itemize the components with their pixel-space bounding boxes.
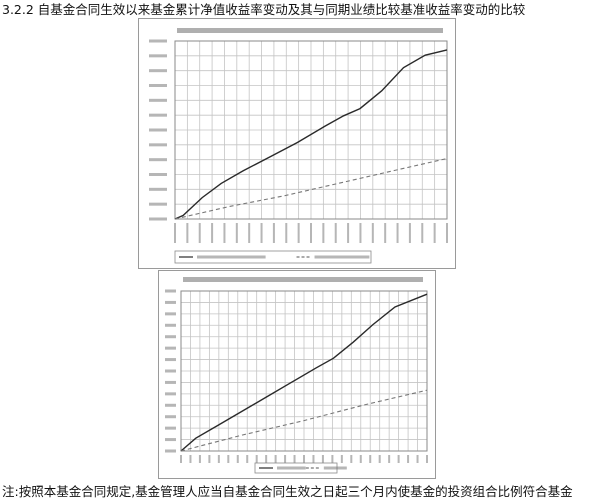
chart-1-ytick-smudge xyxy=(149,99,167,102)
chart-2-ytick-smudge xyxy=(165,312,176,315)
chart-1-xtick-smudge xyxy=(322,223,324,243)
chart-2-ytick-smudge xyxy=(165,404,176,407)
chart-2-xtick-smudge xyxy=(417,455,419,463)
chart-1-xtick-smudge xyxy=(446,223,448,243)
chart-2-xtick-smudge xyxy=(398,455,400,463)
chart-2-ytick-smudge xyxy=(165,427,176,430)
chart-2-xtick-smudge xyxy=(312,455,314,463)
chart-1-xtick-smudge xyxy=(372,223,374,243)
cumulative-return-chart-2 xyxy=(158,270,436,479)
chart-1-title-smudge xyxy=(177,28,443,33)
chart-1-ytick-smudge xyxy=(149,173,167,176)
chart-2-xtick-smudge xyxy=(303,455,305,463)
chart-2-ytick-smudge xyxy=(165,324,176,327)
chart-1-legend-text-smudge xyxy=(197,256,266,259)
chart-1-xtick-smudge xyxy=(384,223,386,243)
chart-1-xtick-smudge xyxy=(211,223,213,243)
chart-1-ytick-smudge xyxy=(149,69,167,72)
chart-1-legend-text-smudge xyxy=(315,256,370,259)
chart-2-xtick-smudge xyxy=(379,455,381,463)
chart-1-ytick-smudge xyxy=(149,218,167,221)
chart-2-xtick-smudge xyxy=(341,455,343,463)
chart-2-xtick-smudge xyxy=(218,455,220,463)
chart-1-xtick-smudge xyxy=(409,223,411,243)
chart-1-ytick-smudge xyxy=(149,84,167,87)
chart-2-xtick-smudge xyxy=(331,455,333,463)
chart-2-legend-text-smudge xyxy=(277,467,306,470)
chart-2-xtick-smudge xyxy=(407,455,409,463)
chart-2-xtick-smudge xyxy=(208,455,210,463)
chart-2-xtick-smudge xyxy=(275,455,277,463)
chart-1-svg xyxy=(139,19,455,268)
chart-2-legend-text-smudge xyxy=(324,467,347,470)
chart-2-xtick-smudge xyxy=(180,455,182,463)
chart-1-xtick-smudge xyxy=(261,223,263,243)
chart-1-ytick-smudge xyxy=(149,203,167,206)
chart-1-xtick-smudge xyxy=(174,223,176,243)
section-heading: 3.2.2 自基金合同生效以来基金累计净值收益率变动及其与同期业绩比较基准收益率… xyxy=(2,2,525,17)
chart-2-ytick-smudge xyxy=(165,335,176,338)
chart-1-ytick-smudge xyxy=(149,40,167,43)
chart-2-ytick-smudge xyxy=(165,301,176,304)
chart-1-ytick-smudge xyxy=(149,129,167,132)
chart-2-svg xyxy=(159,271,435,478)
chart-2-ytick-smudge xyxy=(165,415,176,418)
chart-2-ytick-smudge xyxy=(165,438,176,441)
chart-1-xtick-smudge xyxy=(397,223,399,243)
chart-1-xtick-smudge xyxy=(236,223,238,243)
chart-1-xtick-smudge xyxy=(223,223,225,243)
chart-2-xtick-smudge xyxy=(322,455,324,463)
chart-1-xtick-smudge xyxy=(273,223,275,243)
chart-1-xtick-smudge xyxy=(335,223,337,243)
chart-1-ytick-smudge xyxy=(149,114,167,117)
chart-2-xtick-smudge xyxy=(350,455,352,463)
chart-2-xtick-smudge xyxy=(246,455,248,463)
chart-1-xtick-smudge xyxy=(248,223,250,243)
chart-2-ytick-smudge xyxy=(165,358,176,361)
chart-2-xtick-smudge xyxy=(237,455,239,463)
chart-1-ytick-smudge xyxy=(149,188,167,191)
cumulative-return-chart-1 xyxy=(138,18,456,269)
chart-2-ytick-smudge xyxy=(165,347,176,350)
chart-2-ytick-smudge xyxy=(165,370,176,373)
chart-1-xtick-smudge xyxy=(285,223,287,243)
chart-2-xtick-smudge xyxy=(284,455,286,463)
chart-1-ytick-smudge xyxy=(149,158,167,161)
chart-1-ytick-smudge xyxy=(149,54,167,57)
chart-2-xtick-smudge xyxy=(294,455,296,463)
chart-2-xtick-smudge xyxy=(227,455,229,463)
chart-2-ytick-smudge xyxy=(165,392,176,395)
chart-2-xtick-smudge xyxy=(426,455,428,463)
chart-1-xtick-smudge xyxy=(310,223,312,243)
chart-2-xtick-smudge xyxy=(388,455,390,463)
chart-1-xtick-smudge xyxy=(186,223,188,243)
chart-2-xtick-smudge xyxy=(265,455,267,463)
chart-2-xtick-smudge xyxy=(199,455,201,463)
chart-1-xtick-smudge xyxy=(434,223,436,243)
chart-2-title-smudge xyxy=(183,277,423,282)
chart-1-xtick-smudge xyxy=(199,223,201,243)
chart-2-xtick-smudge xyxy=(256,455,258,463)
chart-2-ytick-smudge xyxy=(165,381,176,384)
chart-1-xtick-smudge xyxy=(421,223,423,243)
chart-1-xtick-smudge xyxy=(359,223,361,243)
chart-1-xtick-smudge xyxy=(347,223,349,243)
chart-2-xtick-smudge xyxy=(360,455,362,463)
chart-2-xtick-smudge xyxy=(189,455,191,463)
footnote: 注:按照本基金合同规定,基金管理人应当自基金合同生效之日起三个月内使基金的投资组… xyxy=(2,484,573,499)
chart-1-ytick-smudge xyxy=(149,143,167,146)
chart-1-xtick-smudge xyxy=(298,223,300,243)
chart-2-xtick-smudge xyxy=(369,455,371,463)
chart-2-ytick-smudge xyxy=(165,290,176,293)
chart-2-ytick-smudge xyxy=(165,450,176,453)
